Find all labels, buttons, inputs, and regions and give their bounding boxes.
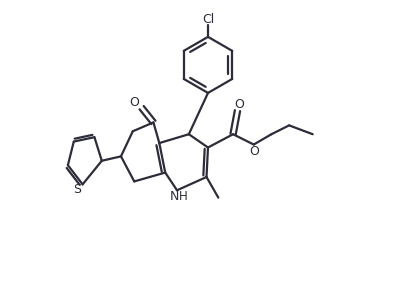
Text: Cl: Cl — [202, 13, 214, 26]
Text: O: O — [234, 98, 244, 111]
Text: O: O — [249, 145, 259, 158]
Text: N: N — [169, 190, 179, 203]
Text: H: H — [179, 190, 188, 203]
Text: O: O — [129, 96, 139, 109]
Text: S: S — [73, 183, 81, 196]
